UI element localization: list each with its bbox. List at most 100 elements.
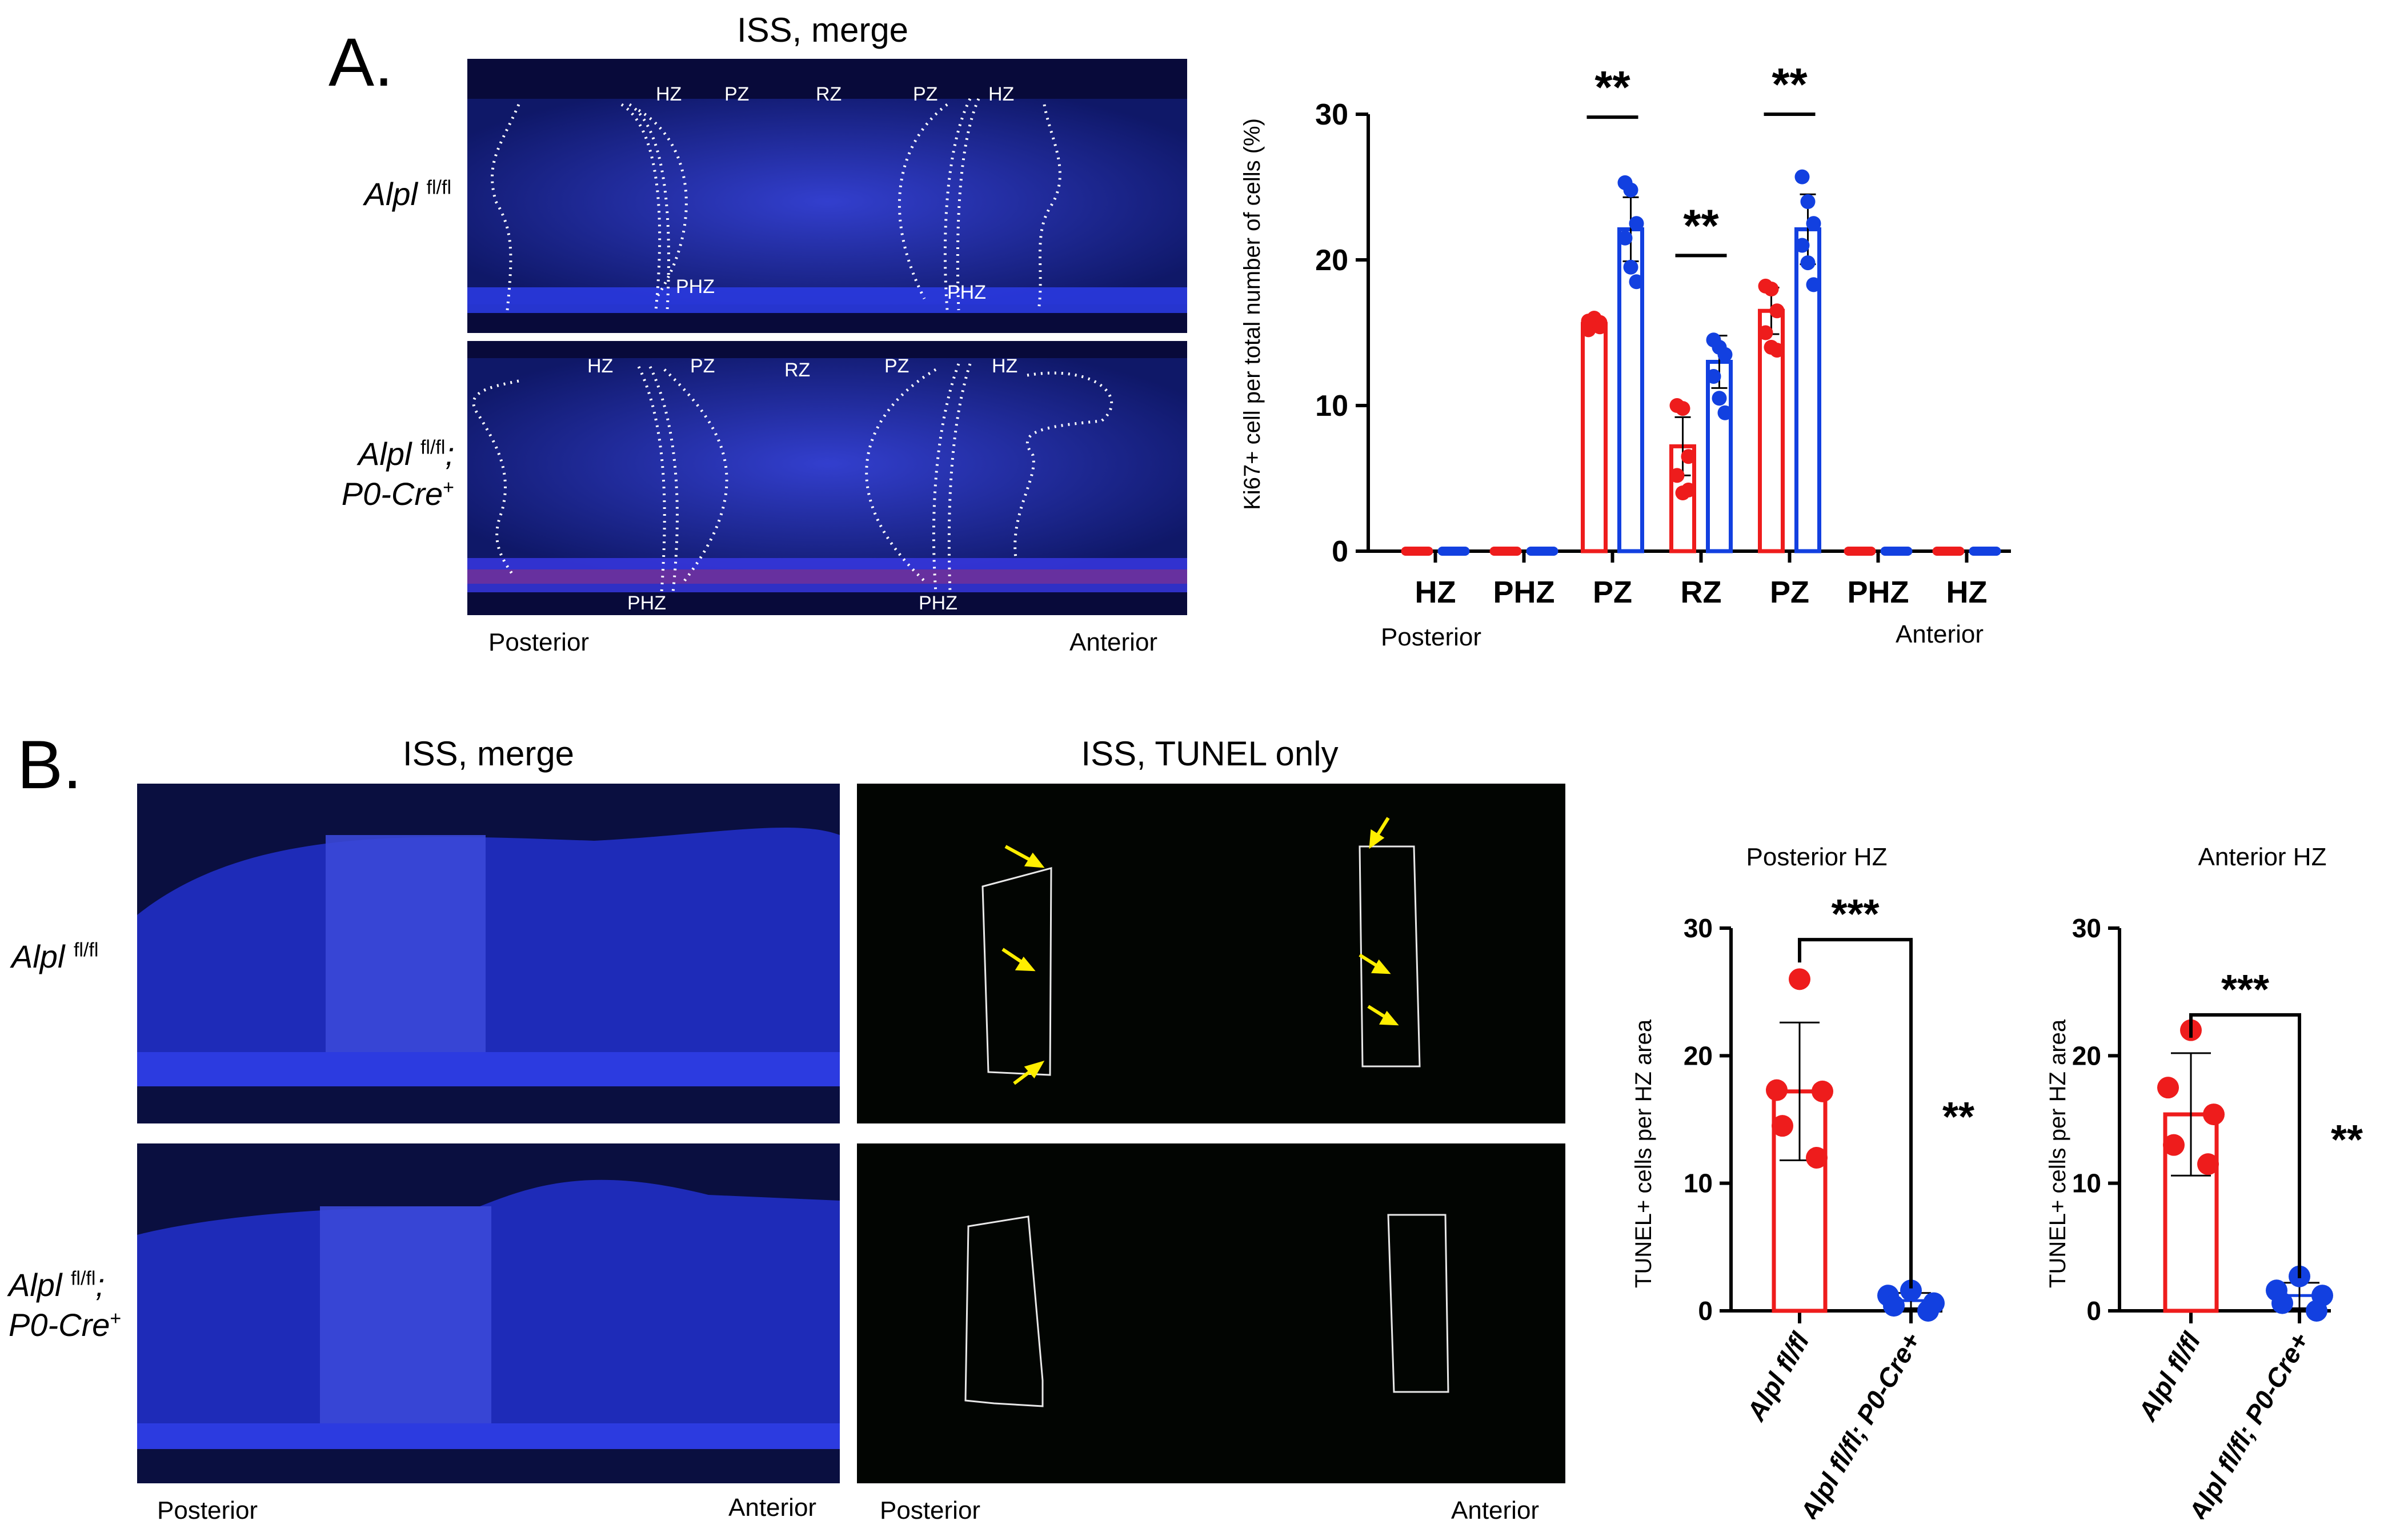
data-point (1623, 182, 1638, 198)
y-tick-label: 0 (1332, 535, 1348, 568)
panel-a-row-label-control: Alpl fl/fl (364, 176, 451, 212)
y-tick-label: 30 (1684, 913, 1713, 943)
zone-label: RZ (816, 83, 842, 105)
data-point (2203, 1103, 2225, 1126)
data-point (2306, 1300, 2327, 1322)
y-axis-label: Ki67+ cell per total number of cells (%) (1240, 118, 1265, 510)
y-tick-label: 20 (1684, 1041, 1713, 1070)
y-axis-label: TUNEL+ cells per HZ area (2045, 1019, 2070, 1288)
data-point (1900, 1279, 1922, 1302)
data-point (2163, 1134, 2185, 1156)
anterior-label: Anterior (1069, 628, 1158, 656)
data-point (1706, 369, 1721, 384)
data-point (1712, 391, 1727, 406)
data-point (1717, 347, 1733, 362)
y-tick-label: 30 (1315, 98, 1348, 131)
data-point (1794, 238, 1810, 253)
posterior-hz-chart: Posterior HZ TUNEL+ cells per HZ area 0 1… (1631, 843, 1974, 1519)
data-point (2197, 1153, 2219, 1175)
panel-b-merge-title: ISS, merge (402, 735, 575, 773)
data-point (1806, 216, 1821, 231)
bar (1581, 322, 1608, 553)
chart-title: Anterior HZ (2198, 843, 2327, 871)
zone-label: HZ (587, 355, 613, 377)
significance-label: ** (1942, 1094, 1974, 1140)
zone-label: PHZ (627, 592, 666, 614)
micrograph-tunel-only-control (857, 784, 1565, 1123)
panel-b-row-label-control: Alpl fl/fl (11, 938, 99, 974)
zone-label: PHZ (919, 592, 957, 614)
significance-label: ** (1772, 59, 1808, 110)
significance-label: ** (1594, 62, 1630, 113)
chart-posterior-label: Posterior (1381, 623, 1481, 651)
micrograph-tunel-merge-mutant (137, 1143, 840, 1483)
zone-label: HZ (992, 355, 1017, 377)
hz-outline-anterior (1387, 1214, 1449, 1393)
data-point (1669, 468, 1685, 483)
data-point (1592, 319, 1608, 335)
x-tick-label: HZ (1415, 575, 1456, 609)
panel-b-tunel-title: ISS, TUNEL only (1081, 735, 1339, 773)
posterior-label: Posterior (488, 628, 590, 656)
significance-label: *** (1831, 892, 1879, 937)
zone-label: PHZ (947, 282, 986, 303)
significance-label: *** (2221, 967, 2269, 1013)
data-point (1681, 449, 1696, 464)
data-point (1766, 1079, 1788, 1101)
panel-a-label: A. (328, 24, 394, 101)
data-point (1772, 1115, 1793, 1137)
panel-a-row-label-mutant: Alpl fl/fl; P0-Cre+ (341, 436, 454, 512)
x-tick-label: Alpl fl/fl (1741, 1327, 1815, 1426)
data-point (1675, 401, 1690, 416)
data-point (1883, 1295, 1905, 1317)
data-point (1800, 255, 1816, 271)
significance-label: ** (2331, 1117, 2363, 1163)
micrograph-tunel-only-mutant (857, 1143, 1565, 1483)
data-point (1629, 274, 1644, 290)
data-point (1717, 405, 1733, 420)
data-point (1758, 325, 1773, 340)
data-point (2271, 1292, 2293, 1314)
zone-label: PZ (884, 355, 909, 377)
data-point (1794, 169, 1810, 184)
significance-bracket (2189, 1013, 2301, 1278)
x-tick-label: PZ (1593, 575, 1632, 609)
x-tick-label: PHZ (1848, 575, 1909, 609)
data-point (1806, 277, 1821, 292)
hz-outline-anterior (1359, 845, 1421, 1068)
data-point (1629, 216, 1644, 231)
panel-b-anterior-label-2: Anterior (1451, 1496, 1540, 1524)
x-tick-label: PZ (1770, 575, 1809, 609)
micrograph-ki67-control: HZ PZ RZ PZ HZ PHZ PHZ (467, 59, 1187, 333)
y-tick-label: 0 (2086, 1296, 2101, 1326)
panel-b-row-label-mutant: Alpl fl/fl; P0-Cre+ (9, 1267, 122, 1343)
y-tick-label: 20 (1315, 244, 1348, 277)
y-tick-label: 10 (1684, 1169, 1713, 1198)
bar (1706, 360, 1733, 553)
ki67-bar-chart: Ki67+ cell per total number of cells (%)… (1240, 59, 2011, 651)
y-tick-label: 20 (2072, 1041, 2101, 1070)
hz-outline-posterior (964, 1215, 1044, 1407)
zone-label: PZ (690, 355, 715, 377)
data-point (1623, 259, 1638, 275)
y-tick-label: 10 (2072, 1169, 2101, 1198)
significance-label: ** (1683, 200, 1719, 251)
y-tick-label: 30 (2072, 913, 2101, 943)
data-point (1789, 968, 1810, 990)
arrow-icon (1001, 817, 1399, 1085)
zone-label: PZ (913, 83, 937, 105)
y-axis-label: TUNEL+ cells per HZ area (1631, 1019, 1656, 1288)
data-point (1812, 1080, 1833, 1102)
micrograph-ki67-mutant: HZ PZ RZ PZ HZ PHZ PHZ (467, 341, 1187, 615)
data-point (1764, 282, 1779, 296)
x-tick-label: Alpl fl/fl; P0-Cre+ (2182, 1327, 2314, 1519)
data-point (2157, 1077, 2179, 1099)
data-point (1769, 343, 1785, 358)
y-tick-label: 0 (1698, 1296, 1713, 1326)
chart-anterior-label: Anterior (1896, 620, 1984, 648)
data-point (1681, 482, 1696, 497)
zone-label: RZ (784, 359, 810, 381)
data-point (1917, 1300, 1939, 1322)
zone-label: HZ (988, 83, 1014, 105)
hz-outline-posterior (981, 867, 1052, 1076)
